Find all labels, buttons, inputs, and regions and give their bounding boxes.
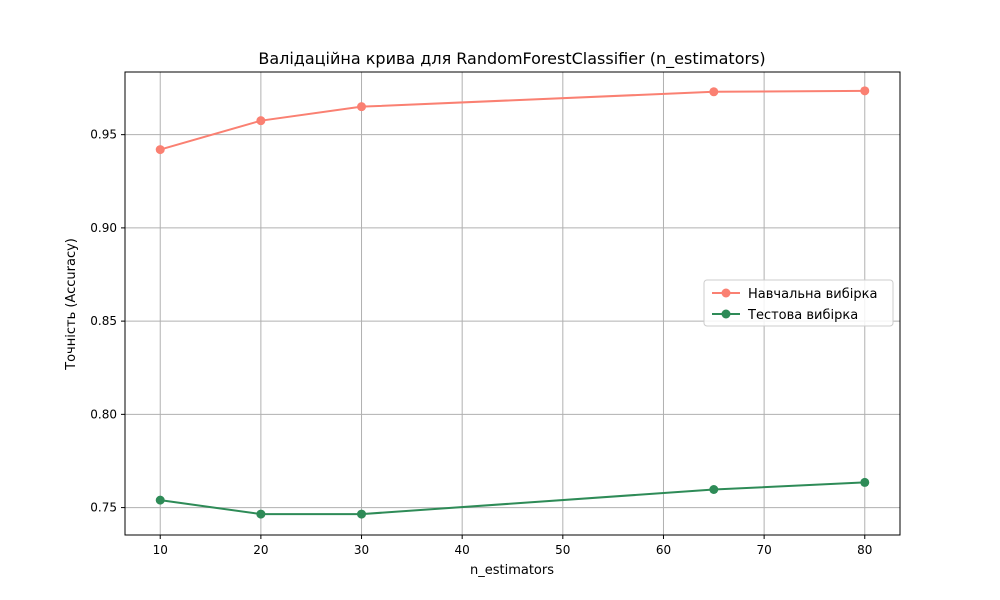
series-2-point	[357, 509, 367, 519]
y-tick-label: 0.90	[90, 221, 117, 235]
x-tick-label: 70	[756, 543, 771, 557]
series-1-point	[357, 102, 367, 112]
y-tick-label: 0.75	[90, 501, 117, 515]
series-2-point	[155, 495, 165, 505]
legend-label-1: Навчальна вибірка	[748, 287, 877, 302]
y-tick-label: 0.95	[90, 128, 117, 142]
legend-marker-2	[721, 309, 731, 319]
x-axis-ticks: 10 20 30 40 50 60 70 80	[153, 535, 872, 557]
x-axis-label: n_estimators	[470, 563, 554, 578]
series-1-point	[860, 86, 870, 96]
series-layer	[155, 86, 870, 519]
chart-title: Валідаційна крива для RandomForestClassi…	[258, 49, 765, 69]
legend-label-2: Тестова вибірка	[747, 308, 858, 323]
y-tick-label: 0.85	[90, 314, 117, 328]
y-axis-label: Точність (Accuracy)	[64, 238, 79, 371]
legend-marker-1	[721, 288, 731, 298]
x-tick-label: 30	[354, 543, 369, 557]
series-line-2	[160, 481, 865, 516]
x-tick-label: 60	[656, 543, 671, 557]
x-tick-label: 80	[857, 543, 872, 557]
legend-box	[703, 279, 894, 327]
x-tick-label: 10	[153, 543, 168, 557]
grid	[125, 72, 900, 535]
series-1-point	[709, 87, 719, 97]
legend: Навчальна вибірка Тестова вибірка	[703, 279, 894, 327]
series-line-1	[159, 89, 865, 151]
y-axis-ticks: 0.75 0.80 0.85 0.90 0.95	[90, 128, 125, 515]
plot-frame	[124, 71, 901, 536]
series-1-point	[155, 145, 165, 155]
y-tick-label: 0.80	[90, 407, 117, 421]
x-tick-label: 20	[253, 543, 268, 557]
series-2-point	[709, 485, 719, 495]
x-tick-label: 50	[555, 543, 570, 557]
series-2-point	[256, 509, 266, 519]
series-2-point	[860, 477, 870, 487]
x-tick-label: 40	[455, 543, 470, 557]
series-1-point	[256, 116, 266, 126]
